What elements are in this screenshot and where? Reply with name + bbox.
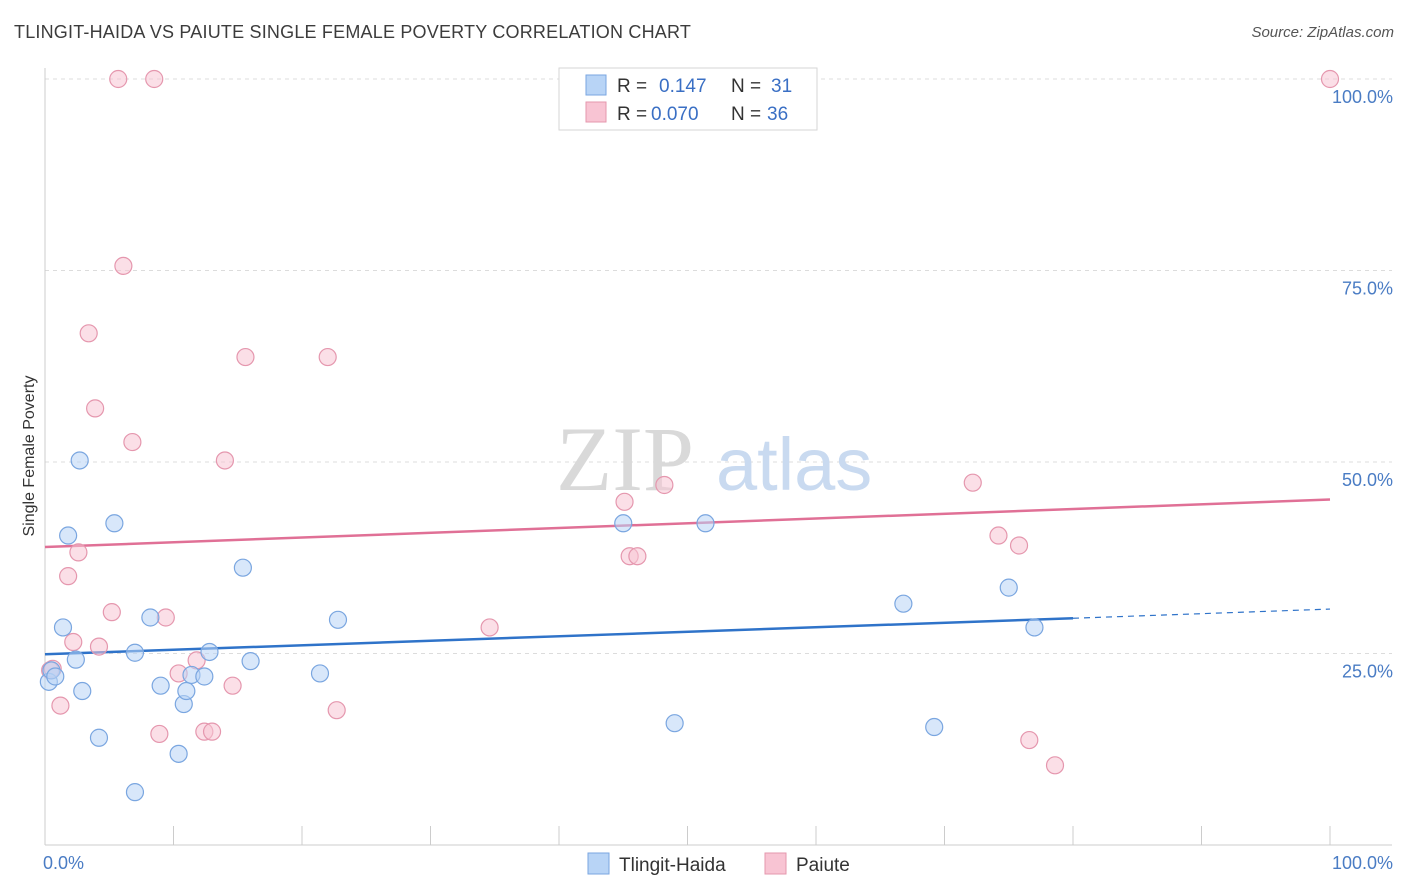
data-point-paiute xyxy=(89,637,109,656)
bottom-legend-swatch-paiute xyxy=(764,852,787,875)
trend-line-paiute xyxy=(44,498,1331,549)
data-point-tlingit-haida xyxy=(66,650,85,669)
data-point-tlingit-haida xyxy=(125,783,145,802)
x-tick-label: 0.0% xyxy=(43,853,84,873)
data-point-paiute xyxy=(628,547,647,566)
data-point-tlingit-haida xyxy=(925,717,944,737)
data-point-paiute xyxy=(123,432,142,452)
data-point-tlingit-haida xyxy=(894,594,913,613)
data-point-tlingit-haida xyxy=(195,667,214,686)
data-point-paiute xyxy=(59,567,78,586)
data-point-paiute xyxy=(64,632,83,652)
data-point-paiute xyxy=(69,543,88,562)
y-tick-label: 75.0% xyxy=(1342,279,1393,299)
data-point-paiute xyxy=(102,603,121,622)
data-point-tlingit-haida xyxy=(999,578,1018,597)
data-point-tlingit-haida xyxy=(59,526,78,545)
data-point-paiute xyxy=(236,347,255,367)
data-point-paiute xyxy=(202,722,222,741)
data-point-paiute xyxy=(109,69,128,89)
x-tick-label: 100.0% xyxy=(1332,853,1393,873)
data-point-paiute xyxy=(318,347,337,367)
data-point-paiute xyxy=(327,701,346,720)
data-point-paiute xyxy=(79,324,98,343)
data-point-tlingit-haida xyxy=(125,643,145,662)
data-point-tlingit-haida xyxy=(177,681,196,701)
data-point-paiute xyxy=(145,69,164,89)
data-point-paiute xyxy=(615,492,634,511)
legend-r-label-2: R = xyxy=(617,104,647,125)
data-point-paiute xyxy=(223,676,242,695)
y-tick-label: 100.0% xyxy=(1332,87,1393,107)
data-point-tlingit-haida xyxy=(233,558,252,577)
watermark: ZIP atlas xyxy=(556,408,872,510)
data-point-paiute xyxy=(156,608,175,627)
data-point-paiute xyxy=(1009,536,1029,555)
data-point-tlingit-haida xyxy=(200,642,219,662)
data-point-paiute xyxy=(963,473,982,492)
grid-lines xyxy=(45,78,1392,654)
legend-r-value-2: 0.070 xyxy=(651,104,699,125)
source-label: Source: ZipAtlas.com xyxy=(1251,24,1394,41)
data-point-tlingit-haida xyxy=(665,714,684,733)
data-point-paiute xyxy=(51,696,70,715)
axes xyxy=(44,68,1392,846)
data-point-paiute xyxy=(114,256,133,276)
legend-n-value-2: 36 xyxy=(767,104,788,125)
data-point-tlingit-haida xyxy=(1025,618,1044,637)
data-point-tlingit-haida xyxy=(105,514,124,533)
data-point-paiute xyxy=(86,399,105,418)
data-point-tlingit-haida xyxy=(151,676,170,695)
data-point-paiute xyxy=(150,724,169,744)
trend-lines xyxy=(44,498,1331,656)
data-point-paiute xyxy=(480,618,499,637)
data-point-paiute xyxy=(989,526,1008,545)
trend-extension-tlingit-haida xyxy=(1072,608,1331,619)
data-point-tlingit-haida xyxy=(73,681,92,701)
data-point-tlingit-haida xyxy=(241,652,260,671)
bottom-legend-label-paiute: Paiute xyxy=(796,855,850,876)
data-point-tlingit-haida xyxy=(328,610,348,629)
data-point-tlingit-haida xyxy=(614,514,633,533)
data-point-tlingit-haida xyxy=(46,667,65,686)
data-point-tlingit-haida xyxy=(53,618,73,637)
data-point-paiute xyxy=(655,475,674,495)
legend-n-label-1: N = xyxy=(731,76,761,97)
data-point-tlingit-haida xyxy=(141,608,160,627)
legend-n-label-2: N = xyxy=(731,104,761,125)
bottom-legend-label-tlingit-haida: Tlingit-Haida xyxy=(619,855,726,876)
legend-r-label-1: R = xyxy=(617,76,647,97)
data-point-paiute xyxy=(1045,756,1065,775)
legend-swatch-paiute xyxy=(585,101,607,123)
data-point-tlingit-haida xyxy=(310,664,330,683)
legend-n-value-1: 31 xyxy=(771,76,792,97)
watermark-atlas: atlas xyxy=(716,423,872,506)
data-point-tlingit-haida xyxy=(696,514,715,533)
y-tick-label: 25.0% xyxy=(1342,662,1393,682)
bottom-legend-swatch-tlingit-haida xyxy=(587,852,610,875)
data-point-tlingit-haida xyxy=(89,728,109,747)
data-point-tlingit-haida xyxy=(70,451,89,470)
y-tick-label: 50.0% xyxy=(1342,470,1393,490)
legend-top: R = 0.147 N = 31 R = 0.070 N = 36 xyxy=(558,67,818,131)
trend-line-tlingit-haida xyxy=(44,617,1074,656)
y-axis-label: Single Female Poverty xyxy=(21,376,38,537)
data-point-paiute xyxy=(215,451,234,470)
legend-swatch-tlingit-haida xyxy=(585,74,607,96)
data-points xyxy=(39,69,1340,802)
legend-bottom: Tlingit-Haida Paiute xyxy=(587,852,850,876)
data-point-paiute xyxy=(1020,730,1039,750)
data-point-tlingit-haida xyxy=(169,744,188,763)
legend-r-value-1: 0.147 xyxy=(659,76,707,97)
chart-title: TLINGIT-HAIDA VS PAIUTE SINGLE FEMALE PO… xyxy=(14,22,692,42)
data-point-paiute xyxy=(1320,69,1340,89)
tick-labels: 25.0% 50.0% 75.0% 100.0% 0.0% 100.0% xyxy=(43,87,1393,873)
